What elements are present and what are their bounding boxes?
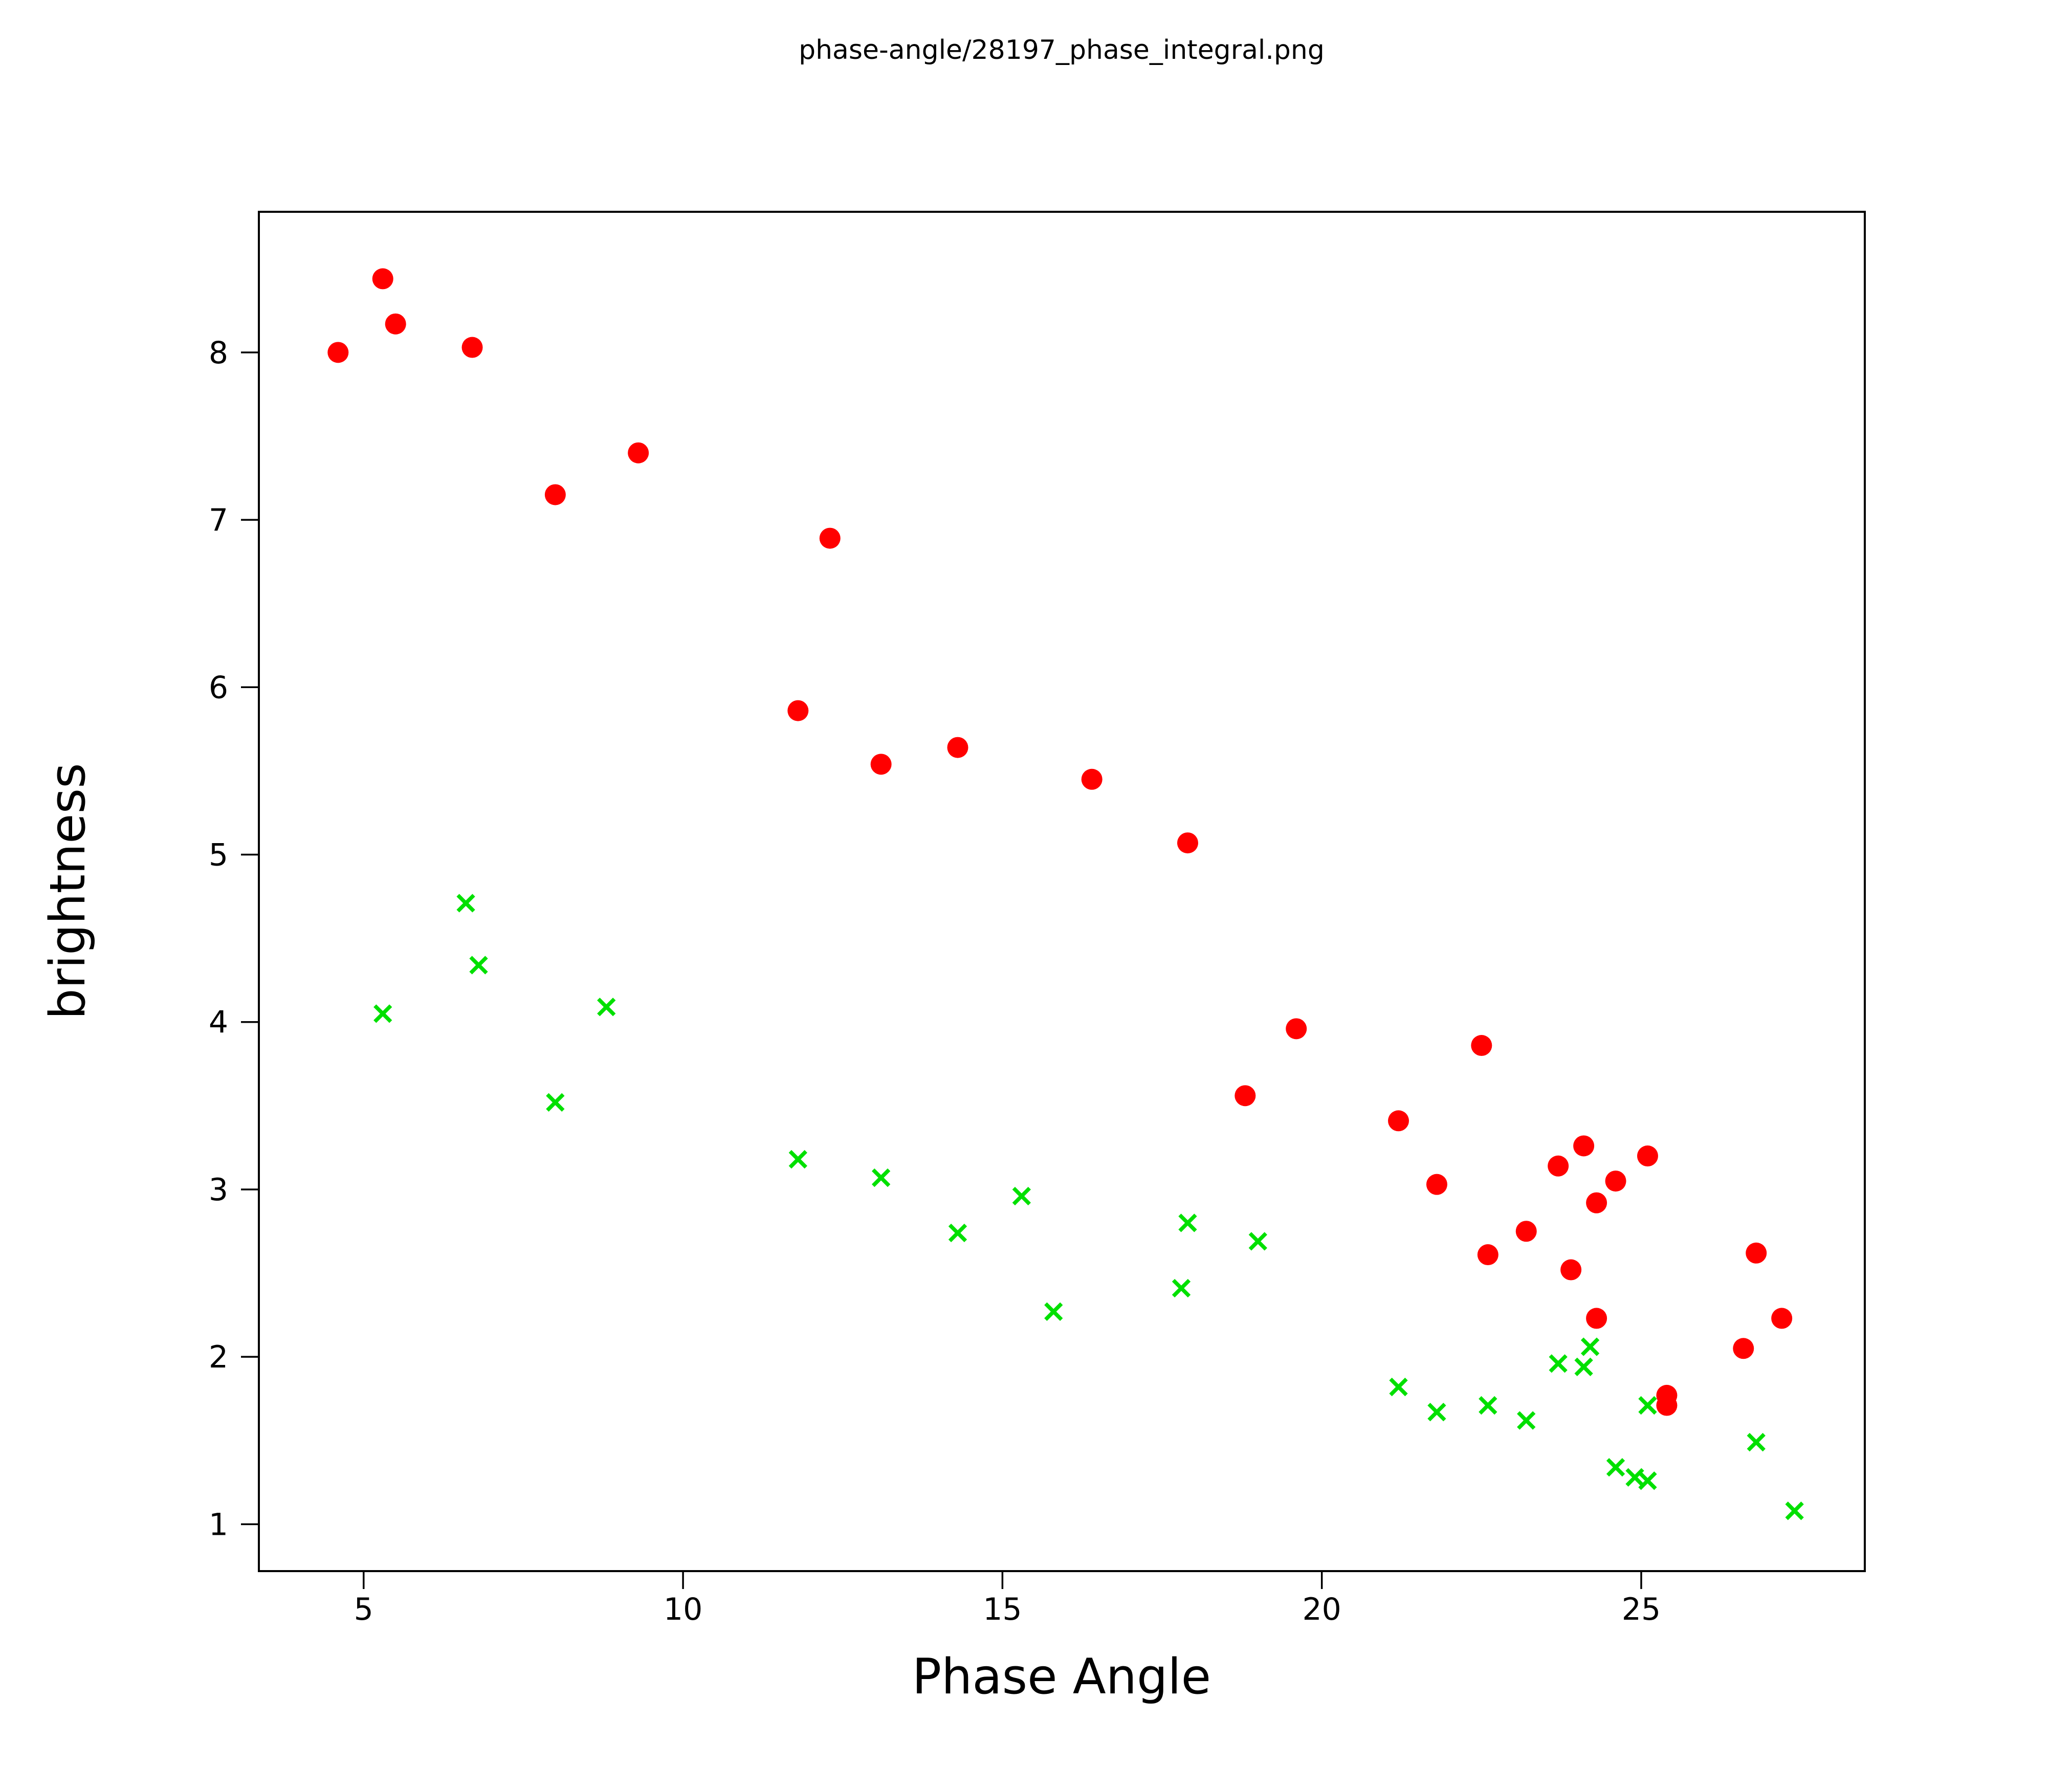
data-point-red-circle — [1746, 1242, 1767, 1264]
data-point-red-circle — [1586, 1308, 1607, 1329]
y-axis-label: brightness — [40, 763, 96, 1019]
data-point-red-circle — [1388, 1110, 1409, 1132]
x-tick-label: 5 — [354, 1592, 373, 1627]
data-point-red-circle — [327, 342, 349, 363]
data-point-red-circle — [1471, 1035, 1492, 1056]
data-point-green-x — [469, 956, 488, 975]
data-point-green-x — [1479, 1396, 1497, 1415]
y-tick-label: 1 — [209, 1507, 228, 1542]
series-layer — [327, 268, 1804, 1520]
data-point-red-circle — [787, 700, 809, 721]
data-point-green-x — [597, 998, 616, 1017]
data-point-red-circle — [544, 484, 566, 505]
y-tick-label: 6 — [209, 670, 228, 705]
x-tick-label: 25 — [1622, 1592, 1661, 1627]
data-point-green-x — [1248, 1232, 1267, 1251]
data-point-red-circle — [1586, 1192, 1607, 1214]
data-point-red-circle — [1656, 1395, 1678, 1416]
data-point-green-x — [1389, 1377, 1408, 1397]
data-point-red-circle — [1081, 768, 1103, 790]
data-point-green-x — [1427, 1402, 1446, 1422]
data-point-red-circle — [628, 442, 649, 464]
data-point-green-x — [1044, 1302, 1063, 1321]
data-point-red-circle — [1477, 1244, 1498, 1266]
x-tick-label: 15 — [983, 1592, 1022, 1627]
data-point-red-circle — [819, 527, 841, 549]
data-point-green-x — [1638, 1471, 1657, 1490]
data-point-red-circle — [1548, 1155, 1569, 1177]
data-point-green-x — [871, 1168, 891, 1187]
series-red-circles — [327, 268, 1793, 1416]
y-tick-label: 4 — [209, 1005, 228, 1041]
data-point-red-circle — [1733, 1338, 1754, 1359]
data-point-red-circle — [1605, 1171, 1626, 1192]
data-point-green-x — [1638, 1396, 1657, 1415]
chart-title: phase-angle/28197_phase_integral.png — [799, 35, 1325, 65]
data-point-green-x — [1574, 1357, 1593, 1376]
data-point-red-circle — [1235, 1085, 1256, 1107]
axes-box — [258, 211, 1866, 1572]
y-tick-label: 3 — [209, 1172, 228, 1208]
data-point-green-x — [1517, 1411, 1536, 1430]
data-point-green-x — [1178, 1214, 1197, 1232]
y-axis: 1 2 3 4 5 6 7 8 — [209, 335, 259, 1542]
data-point-green-x — [1606, 1458, 1625, 1477]
data-point-green-x — [456, 894, 475, 913]
y-tick-label: 8 — [209, 335, 228, 371]
y-tick-label: 5 — [209, 837, 228, 873]
data-point-red-circle — [1515, 1221, 1537, 1242]
data-point-green-x — [1580, 1337, 1600, 1356]
data-point-green-x — [546, 1093, 565, 1112]
data-point-green-x — [1549, 1354, 1568, 1373]
data-point-red-circle — [1637, 1145, 1658, 1167]
x-tick-label: 20 — [1303, 1592, 1341, 1627]
data-point-green-x — [1012, 1186, 1031, 1206]
data-point-red-circle — [1426, 1174, 1447, 1195]
data-point-red-circle — [385, 313, 406, 335]
x-axis: 5 10 15 20 25 — [354, 1571, 1661, 1627]
data-point-green-x — [1747, 1432, 1766, 1452]
data-point-green-x — [788, 1150, 807, 1169]
series-green-crosses — [373, 894, 1804, 1520]
x-axis-label: Phase Angle — [912, 1649, 1211, 1705]
data-point-green-x — [1625, 1468, 1644, 1487]
data-point-red-circle — [372, 268, 393, 290]
data-point-red-circle — [1560, 1259, 1582, 1281]
data-point-red-circle — [1573, 1135, 1595, 1157]
data-point-red-circle — [870, 754, 892, 775]
data-point-green-x — [1785, 1502, 1804, 1520]
data-point-green-x — [1172, 1278, 1191, 1298]
data-point-green-x — [948, 1223, 967, 1243]
data-point-red-circle — [1177, 832, 1198, 854]
data-point-red-circle — [947, 737, 968, 758]
data-point-red-circle — [1771, 1308, 1793, 1329]
y-tick-label: 2 — [209, 1339, 228, 1375]
data-point-red-circle — [461, 337, 483, 358]
data-point-red-circle — [1286, 1018, 1307, 1040]
data-point-green-x — [373, 1004, 392, 1023]
x-tick-label: 10 — [664, 1592, 702, 1627]
y-tick-label: 7 — [209, 502, 228, 538]
